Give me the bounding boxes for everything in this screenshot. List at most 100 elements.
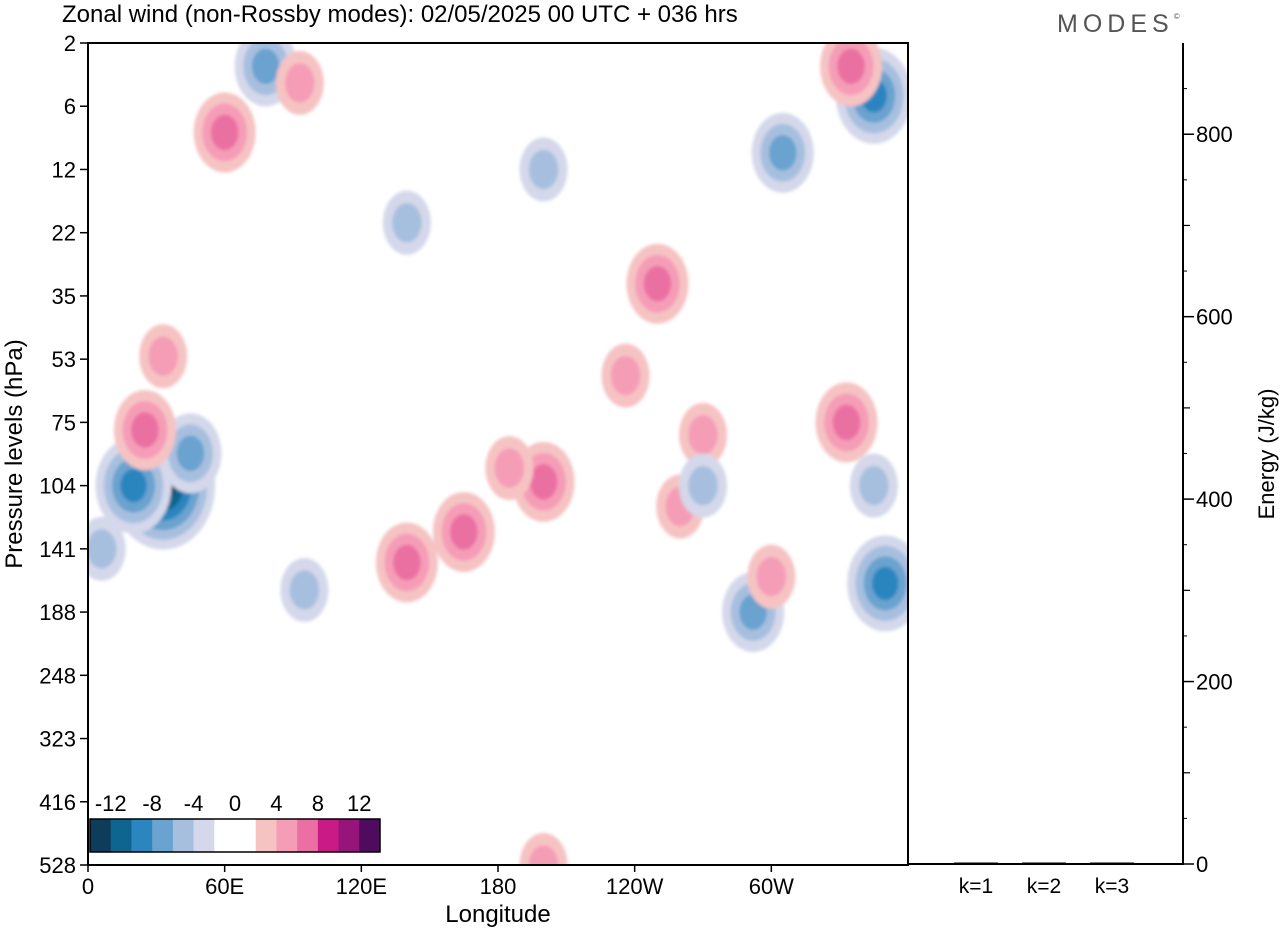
contour-level xyxy=(285,63,315,103)
colorbar-tick-label: 4 xyxy=(270,791,282,816)
heatmap-panel: 0 60E 120E 180 120W 60W 2 6 12 22 35 53 75 104 141 188… xyxy=(1,31,909,928)
colorbar-swatches xyxy=(90,819,381,852)
energy-bar xyxy=(1090,862,1134,864)
contour-level xyxy=(120,468,147,503)
heatmap-cell xyxy=(679,402,727,467)
heatmap-cell xyxy=(519,137,568,202)
contour-level xyxy=(450,514,478,550)
energy-bar-label: k=3 xyxy=(1095,875,1129,898)
y-tick-label: 75 xyxy=(52,410,76,435)
contour-level xyxy=(643,265,672,302)
heatmap-cell xyxy=(375,522,438,603)
x-tick-label: 120W xyxy=(606,874,664,899)
energy-tick-label: 400 xyxy=(1196,487,1233,512)
colorbar-swatch xyxy=(297,819,319,852)
contour-level xyxy=(528,149,559,190)
contour-level xyxy=(88,529,117,569)
x-tick-label: 120E xyxy=(336,874,387,899)
brand-mark: © xyxy=(1173,12,1180,21)
heatmap-cell xyxy=(139,324,188,389)
x-tick-label: 0 xyxy=(82,874,94,899)
colorbar-swatch xyxy=(90,819,112,852)
colorbar-swatch xyxy=(172,819,194,852)
heatmap-cell xyxy=(815,382,878,463)
contour-level xyxy=(610,355,641,396)
heatmap-cell xyxy=(751,112,814,193)
y-tick-label: 141 xyxy=(39,537,76,562)
contour-level xyxy=(859,465,889,506)
energy-bar xyxy=(1022,862,1066,864)
y-axis: 2 6 12 22 35 53 75 104 141 188 248 323 416 528 xyxy=(39,31,88,878)
energy-tick-label: 600 xyxy=(1196,305,1233,330)
colorbar-swatch xyxy=(338,819,360,852)
chart-title: Zonal wind (non-Rossby modes): 02/05/202… xyxy=(62,1,738,28)
heatmap-contours xyxy=(88,43,908,865)
energy-axis-ticks: 0 200 400 600 800 xyxy=(1183,88,1233,877)
energy-tick-label: 200 xyxy=(1196,670,1233,695)
contour-level xyxy=(832,404,861,441)
y-tick-label: 248 xyxy=(39,663,76,688)
colorbar-swatch xyxy=(110,819,132,852)
x-axis-label: Longitude xyxy=(445,901,550,928)
contour-level xyxy=(289,570,320,610)
modes-logo: MODES© xyxy=(1057,10,1180,39)
colorbar-tick-label: -4 xyxy=(184,791,204,816)
y-tick-label: 53 xyxy=(52,347,76,372)
contour-level xyxy=(148,336,178,376)
contour-level xyxy=(210,114,239,151)
energy-axis-label: Energy (J/kg) xyxy=(1254,389,1279,520)
contour-level xyxy=(529,464,558,500)
heatmap-cell xyxy=(849,453,898,518)
contour-level xyxy=(494,448,525,488)
y-tick-label: 188 xyxy=(39,600,76,625)
colorbar-tick-label: 0 xyxy=(229,791,241,816)
colorbar-swatch xyxy=(214,819,236,852)
colorbar-tick-label: -12 xyxy=(95,791,127,816)
energy-tick-label: 0 xyxy=(1196,852,1208,877)
colorbar-ticks: -12 -8 -4 0 4 8 12 xyxy=(95,791,372,816)
energy-panel: k=1 k=2 k=3 0 200 400 600 800 Energy (J/kg) xyxy=(908,43,1279,898)
heatmap-cell xyxy=(432,491,495,572)
contour-level xyxy=(131,412,159,448)
contour-level xyxy=(392,203,422,243)
heatmap-cell xyxy=(485,436,534,501)
colorbar-swatch xyxy=(276,819,298,852)
contour-level xyxy=(756,556,787,597)
heatmap-cell xyxy=(382,190,431,255)
heatmap-cell xyxy=(601,343,650,408)
heatmap-cell xyxy=(747,544,796,609)
colorbar-swatch xyxy=(359,819,381,852)
heatmap-cell xyxy=(847,535,908,632)
contour-level xyxy=(688,415,718,455)
colorbar-swatch xyxy=(235,819,257,852)
y-tick-label: 416 xyxy=(39,790,76,815)
energy-bar-label: k=2 xyxy=(1027,875,1061,898)
heatmap-cell xyxy=(679,453,727,518)
contour-level xyxy=(251,48,280,85)
colorbar-frame xyxy=(89,818,381,853)
brand-name: MODES xyxy=(1057,10,1174,38)
heatmap-cell xyxy=(519,833,568,865)
y-tick-label: 22 xyxy=(52,221,76,246)
heatmap-cell xyxy=(88,516,126,581)
y-tick-label: 323 xyxy=(39,727,76,752)
contour-level xyxy=(393,544,421,581)
heatmap-cell xyxy=(193,92,256,173)
colorbar-tick-label: -8 xyxy=(142,791,162,816)
y-tick-label: 35 xyxy=(52,284,76,309)
colorbar-swatch xyxy=(255,819,277,852)
y-tick-label: 6 xyxy=(64,94,76,119)
colorbar: -12 -8 -4 0 4 8 12 xyxy=(89,791,381,853)
heatmap-cell xyxy=(275,50,324,115)
heatmap-cell xyxy=(626,243,689,324)
heatmap-cell xyxy=(280,557,329,622)
energy-bar-label: k=1 xyxy=(959,875,993,898)
x-axis: 0 60E 120E 180 120W 60W xyxy=(82,865,794,899)
contour-level xyxy=(688,465,718,506)
colorbar-tick-label: 8 xyxy=(312,791,324,816)
energy-tick-label: 800 xyxy=(1196,122,1233,147)
heatmap-cell xyxy=(113,389,176,470)
contour-level xyxy=(837,48,865,85)
x-tick-label: 60E xyxy=(205,874,244,899)
